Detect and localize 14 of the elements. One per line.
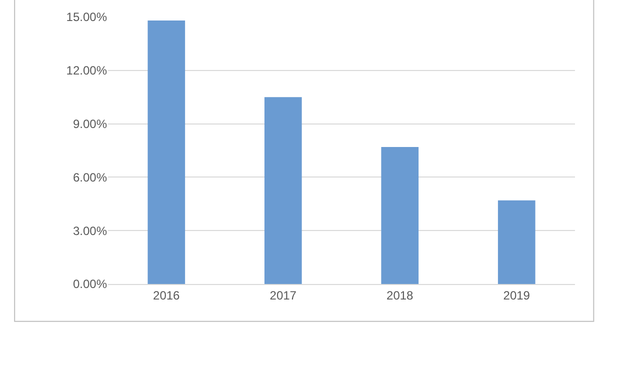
bar: [381, 146, 419, 284]
y-tick-label: 15.00%: [66, 10, 108, 24]
y-tick-label: 9.00%: [72, 117, 108, 131]
bar: [264, 97, 302, 284]
x-tick-label: 2019: [503, 288, 530, 302]
x-tick-label: 2018: [386, 288, 414, 302]
x-tick-label: 2017: [270, 288, 297, 302]
y-tick-label: 0.00%: [72, 277, 108, 292]
y-tick-label: 6.00%: [72, 170, 108, 184]
bar: [498, 200, 536, 284]
bar: [148, 20, 186, 284]
y-tick-label: 3.00%: [72, 224, 108, 238]
x-tick-label: 2016: [153, 288, 180, 302]
y-tick-label: 12.00%: [66, 64, 108, 78]
